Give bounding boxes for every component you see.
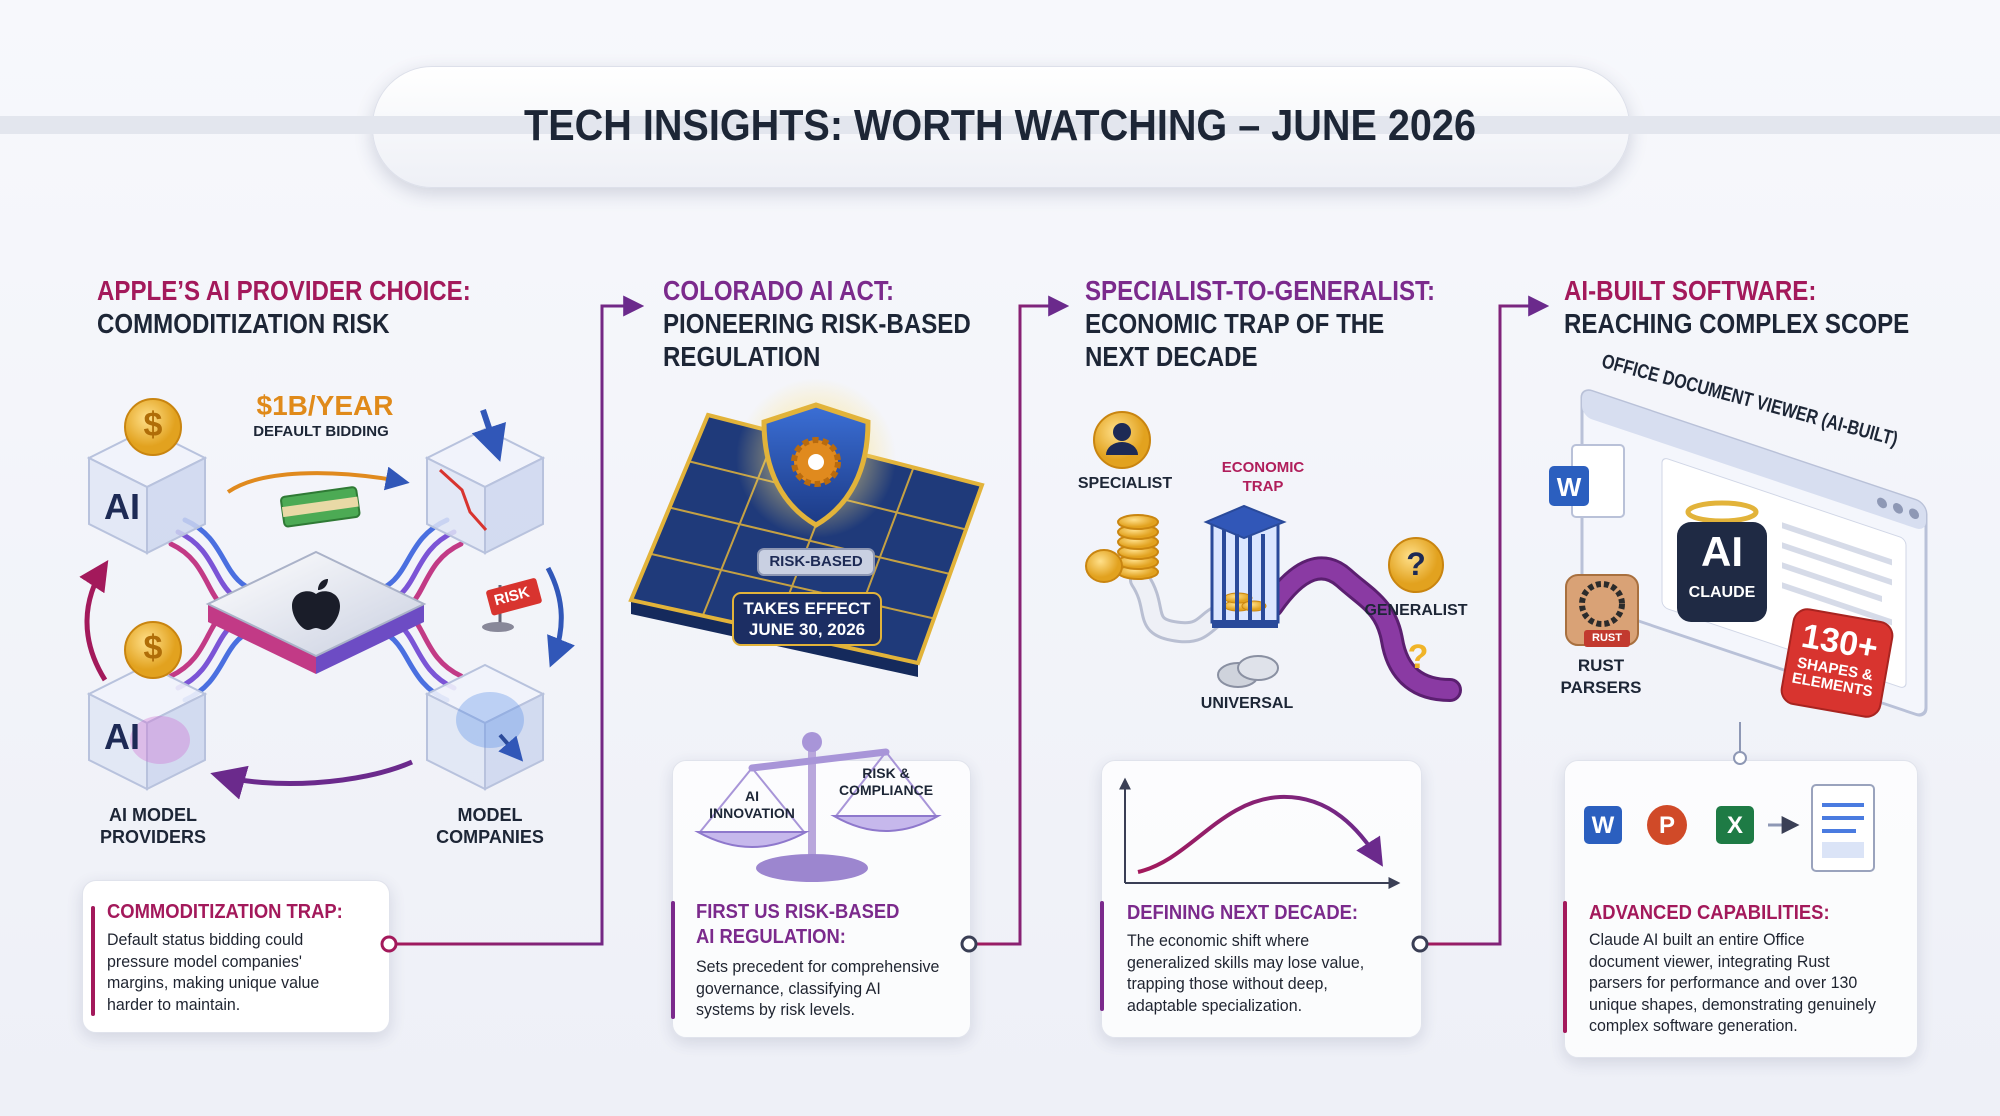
text-line: AI MODEL [109, 805, 197, 825]
text-line: TAKES EFFECT [743, 599, 871, 618]
question-mark: ? [1407, 638, 1429, 676]
generalist-label: GENERALIST [1364, 602, 1468, 619]
text-line: DEFINING NEXT DECADE: [1127, 902, 1359, 924]
apple-figure [79, 398, 575, 800]
claude-logo: AI [1701, 528, 1743, 575]
insight-card: ADVANCED CAPABILITIES: Claude AI built a… [1563, 760, 1918, 1058]
text-line: FIRST US RISK-BASED [696, 901, 900, 923]
shield-label: RISK-BASED [769, 553, 863, 570]
text-line: ECONOMIC TRAP OF THE [1085, 308, 1385, 339]
company-cube [426, 428, 544, 554]
word-icon-letter: W [1556, 472, 1582, 502]
card-title: DEFINING NEXT DECADE: [1127, 901, 1358, 926]
text-line: PARSERS [1560, 678, 1642, 697]
page-title: TECH INSIGHTS: WORTH WATCHING – JUNE 202… [524, 101, 1476, 150]
text-line: unique shapes, demonstrating genuinely [1589, 994, 1876, 1014]
connector [976, 295, 1070, 946]
text-line: AI-BUILT SOFTWARE: [1564, 275, 1817, 306]
effective-date: TAKES EFFECT JUNE 30, 2026 [743, 598, 870, 640]
text-line: AI REGULATION: [696, 926, 846, 948]
text-line: REGULATION [663, 341, 821, 372]
text-line: parsers for performance and over 130 [1589, 973, 1858, 992]
card-title: ADVANCED CAPABILITIES: [1589, 901, 1830, 926]
text-line: trapping those without deep, [1127, 974, 1328, 993]
text-line: PIONEERING RISK-BASED [663, 308, 971, 339]
office-icon-letter: X [1726, 812, 1744, 839]
coin-symbol: $ [143, 629, 163, 667]
text-line: PROVIDERS [99, 827, 207, 847]
text-line: Claude AI built an entire Office [1589, 930, 1805, 949]
panel-heading: APPLE’S AI PROVIDER CHOICE: COMMODITIZATI… [97, 274, 471, 340]
cube-label: AI [104, 716, 140, 757]
connector [1427, 295, 1550, 946]
specialist-label: SPECIALIST [1077, 475, 1173, 492]
text-line: document viewer, integrating Rust [1589, 951, 1830, 971]
text-line: JUNE 30, 2026 [748, 620, 866, 639]
shapes-badge: 130+ SHAPES & ELEMENTS [1791, 615, 1884, 701]
text-line: margins, making unique value [107, 973, 320, 992]
scale-right-label: RISK & COMPLIANCE [839, 765, 933, 799]
panel-heading: AI-BUILT SOFTWARE: REACHING COMPLEX SCOPE [1564, 274, 1909, 340]
coin-symbol: $ [143, 406, 163, 444]
office-icon-letter: W [1591, 812, 1615, 839]
companies-label: MODEL COMPANIES [436, 804, 544, 848]
text-line: governance, classifying AI [696, 978, 881, 998]
text-line: RUST [1577, 656, 1625, 675]
card-body: Claude AI built an entire Office document… [1589, 929, 1876, 1037]
text-line: RISK & [862, 765, 910, 781]
price-note: DEFAULT BIDDING [253, 423, 389, 440]
insight-card: DEFINING NEXT DECADE: The economic shift… [1100, 760, 1422, 1038]
text-line: complex software generation. [1589, 1016, 1798, 1035]
text-line: COMMODITIZATION TRAP: [107, 901, 343, 923]
window-title: OFFICE DOCUMENT VIEWER (AI-BUILT) [1599, 350, 1901, 451]
card-body: Sets precedent for comprehensive governan… [696, 956, 939, 1021]
providers-label: AI MODEL PROVIDERS [100, 804, 206, 848]
panel-heading: COLORADO AI ACT: PIONEERING RISK-BASED REG… [663, 274, 971, 373]
panel-heading: SPECIALIST-TO-GENERALIST: ECONOMIC TRAP O… [1085, 274, 1435, 373]
scale-left-label: AI INNOVATION [709, 788, 795, 822]
text-line: REACHING COMPLEX SCOPE [1564, 308, 1910, 339]
text-line: APPLE’S AI PROVIDER CHOICE: [97, 275, 471, 306]
text-line: COMPLIANCE [838, 782, 934, 798]
card-title: COMMODITIZATION TRAP: [107, 900, 343, 925]
text-line: The economic shift where [1127, 931, 1310, 950]
text-line: COLORADO AI ACT: [663, 275, 894, 306]
text-line: ADVANCED CAPABILITIES: [1589, 902, 1830, 924]
universal-label: UNIVERSAL [1200, 695, 1294, 712]
text-line: COMPANIES [436, 827, 544, 847]
text-line: INNOVATION [709, 805, 795, 821]
text-line: pressure model companies' [107, 951, 302, 971]
rust-badge: RUST [1592, 632, 1622, 644]
card-title: FIRST US RISK-BASED AI REGULATION: [696, 900, 899, 950]
cube-label: AI [104, 486, 140, 527]
price-label: $1B/YEAR [256, 390, 394, 421]
trap-label: ECONOMIC TRAP [1222, 458, 1305, 496]
rust-label: RUST PARSERS [1561, 655, 1642, 699]
text-line: systems by risk levels. [696, 1000, 855, 1019]
text-line: NEXT DECADE [1085, 341, 1258, 372]
question-mark: ? [1406, 546, 1426, 582]
insight-card: COMMODITIZATION TRAP: Default status bid… [82, 880, 390, 1033]
claude-label: CLAUDE [1688, 584, 1756, 601]
connector [396, 295, 645, 946]
text-line: Default status bidding could [107, 930, 304, 949]
text-line: SPECIALIST-TO-GENERALIST: [1085, 275, 1436, 306]
text-line: TRAP [1242, 478, 1284, 495]
text-line: adaptable specialization. [1127, 995, 1303, 1015]
company-cube [426, 664, 544, 790]
card-body: Default status bidding could pressure mod… [107, 929, 319, 1015]
text-line: harder to maintain. [107, 994, 241, 1014]
text-line: generalized skills may lose value, [1127, 952, 1365, 972]
card-body: The economic shift where generalized skil… [1127, 930, 1364, 1016]
text-line: ECONOMIC [1221, 459, 1305, 476]
text-line: AI [745, 788, 759, 804]
text-line: COMMODITIZATION RISK [97, 308, 390, 339]
risk-flag-label: RISK [492, 583, 532, 610]
text-line: MODEL [457, 805, 523, 825]
office-icon-letter: P [1658, 812, 1676, 839]
text-line: Sets precedent for comprehensive [696, 957, 940, 976]
